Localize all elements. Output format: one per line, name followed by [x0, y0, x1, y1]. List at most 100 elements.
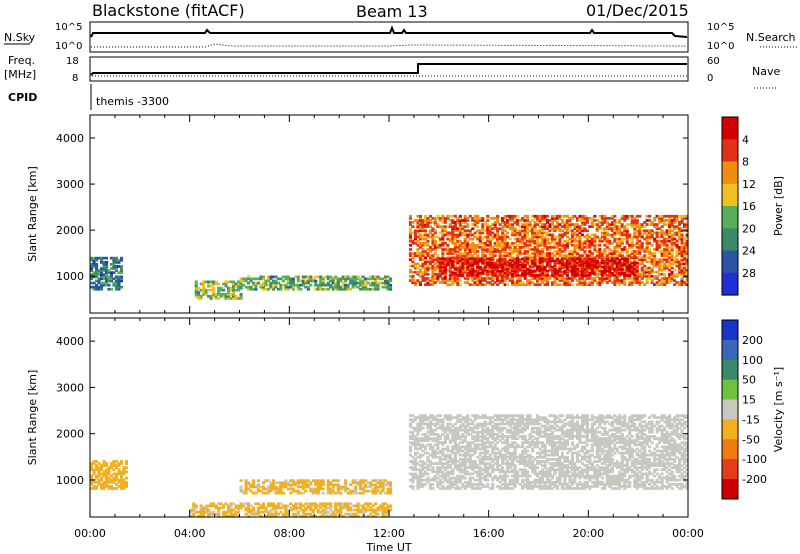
echo-cell	[421, 279, 425, 282]
echo-cell	[588, 241, 592, 245]
echo-cell	[555, 221, 559, 224]
echo-cell	[374, 487, 378, 491]
echo-cell	[546, 214, 550, 218]
echo-cell	[638, 258, 642, 262]
echo-cell	[630, 239, 634, 243]
echo-cell	[448, 231, 452, 235]
echo-cell	[590, 221, 594, 224]
echo-cell	[192, 514, 196, 518]
echo-cell	[274, 512, 278, 516]
echo-cell	[384, 508, 388, 512]
echo-cell	[613, 229, 617, 233]
echo-cell	[633, 227, 637, 231]
echo-cell	[528, 248, 532, 251]
echo-cell	[565, 246, 569, 249]
echo-cell	[565, 235, 569, 239]
echo-cell	[114, 287, 118, 291]
echo-cell	[271, 487, 275, 491]
echo-cell	[438, 455, 442, 459]
echo-cell	[523, 259, 527, 263]
echo-cell	[511, 225, 515, 228]
echo-cell	[214, 282, 218, 286]
echo-cell	[560, 274, 564, 277]
echo-cell	[426, 464, 430, 467]
echo-cell	[199, 512, 203, 516]
echo-cell	[296, 481, 300, 485]
echo-cell	[224, 293, 228, 296]
echo-cell	[117, 265, 121, 268]
echo-cell	[496, 283, 500, 286]
echo-cell	[658, 272, 662, 276]
echo-cell	[615, 246, 619, 249]
echo-cell	[516, 281, 520, 284]
echo-cell	[339, 285, 343, 289]
echo-cell	[476, 435, 480, 438]
echo-cell	[423, 483, 427, 486]
echo-cell	[600, 250, 604, 253]
echo-cell	[620, 254, 624, 257]
echo-cell	[655, 225, 659, 228]
echo-cell	[623, 248, 627, 251]
echo-cell	[531, 265, 535, 269]
echo-cell	[463, 248, 467, 251]
echo-cell	[558, 243, 562, 247]
echo-cell	[443, 472, 447, 476]
echo-cell	[301, 508, 305, 512]
echo-cell	[680, 250, 684, 253]
echo-cell	[105, 271, 109, 274]
echo-cell	[511, 248, 515, 251]
echo-cell	[105, 462, 109, 465]
echo-cell	[478, 424, 482, 428]
echo-cell	[117, 275, 121, 279]
echo-cell	[580, 277, 584, 280]
echo-cell	[640, 233, 644, 237]
echo-cell	[625, 265, 629, 269]
echo-cell	[202, 286, 206, 290]
echo-cell	[326, 502, 330, 506]
echo-cell	[448, 237, 452, 241]
echo-cell	[204, 290, 208, 294]
echo-cell	[670, 246, 674, 249]
echo-cell	[408, 441, 412, 444]
echo-cell	[421, 439, 425, 442]
echo-cell	[431, 281, 435, 284]
echo-cell	[199, 504, 203, 508]
echo-cell	[374, 514, 378, 518]
echo-cell	[660, 277, 664, 280]
echo-cell	[413, 254, 417, 257]
echo-cell	[386, 504, 390, 508]
echo-cell	[381, 277, 385, 281]
echo-cell	[471, 449, 475, 453]
echo-cell	[207, 295, 211, 298]
echo-cell	[438, 243, 442, 247]
echo-cell	[511, 250, 515, 253]
echo-cell	[518, 246, 522, 249]
echo-cell	[546, 259, 550, 263]
echo-cell	[448, 441, 452, 444]
echo-cell	[418, 252, 422, 255]
echo-cell	[593, 277, 597, 280]
echo-cell	[431, 483, 435, 486]
echo-cell	[426, 455, 430, 459]
echo-cell	[476, 269, 480, 273]
freq-label: Freq.	[8, 54, 35, 67]
echo-cell	[458, 214, 462, 218]
echo-cell	[680, 227, 684, 231]
echo-cell	[625, 252, 629, 255]
echo-cell	[466, 480, 470, 484]
echo-cell	[428, 420, 432, 424]
echo-cell	[516, 279, 520, 282]
echo-cell	[306, 504, 310, 508]
echo-cell	[423, 229, 427, 233]
echo-cell	[411, 487, 415, 490]
echo-cell	[478, 451, 482, 455]
echo-cell	[473, 223, 477, 226]
echo-cell	[473, 261, 477, 265]
echo-cell	[595, 243, 599, 247]
echo-cell	[680, 258, 684, 262]
echo-cell	[560, 225, 564, 228]
echo-cell	[237, 514, 241, 518]
echo-cell	[458, 449, 462, 453]
echo-cell	[633, 281, 637, 284]
echo-cell	[92, 287, 96, 291]
